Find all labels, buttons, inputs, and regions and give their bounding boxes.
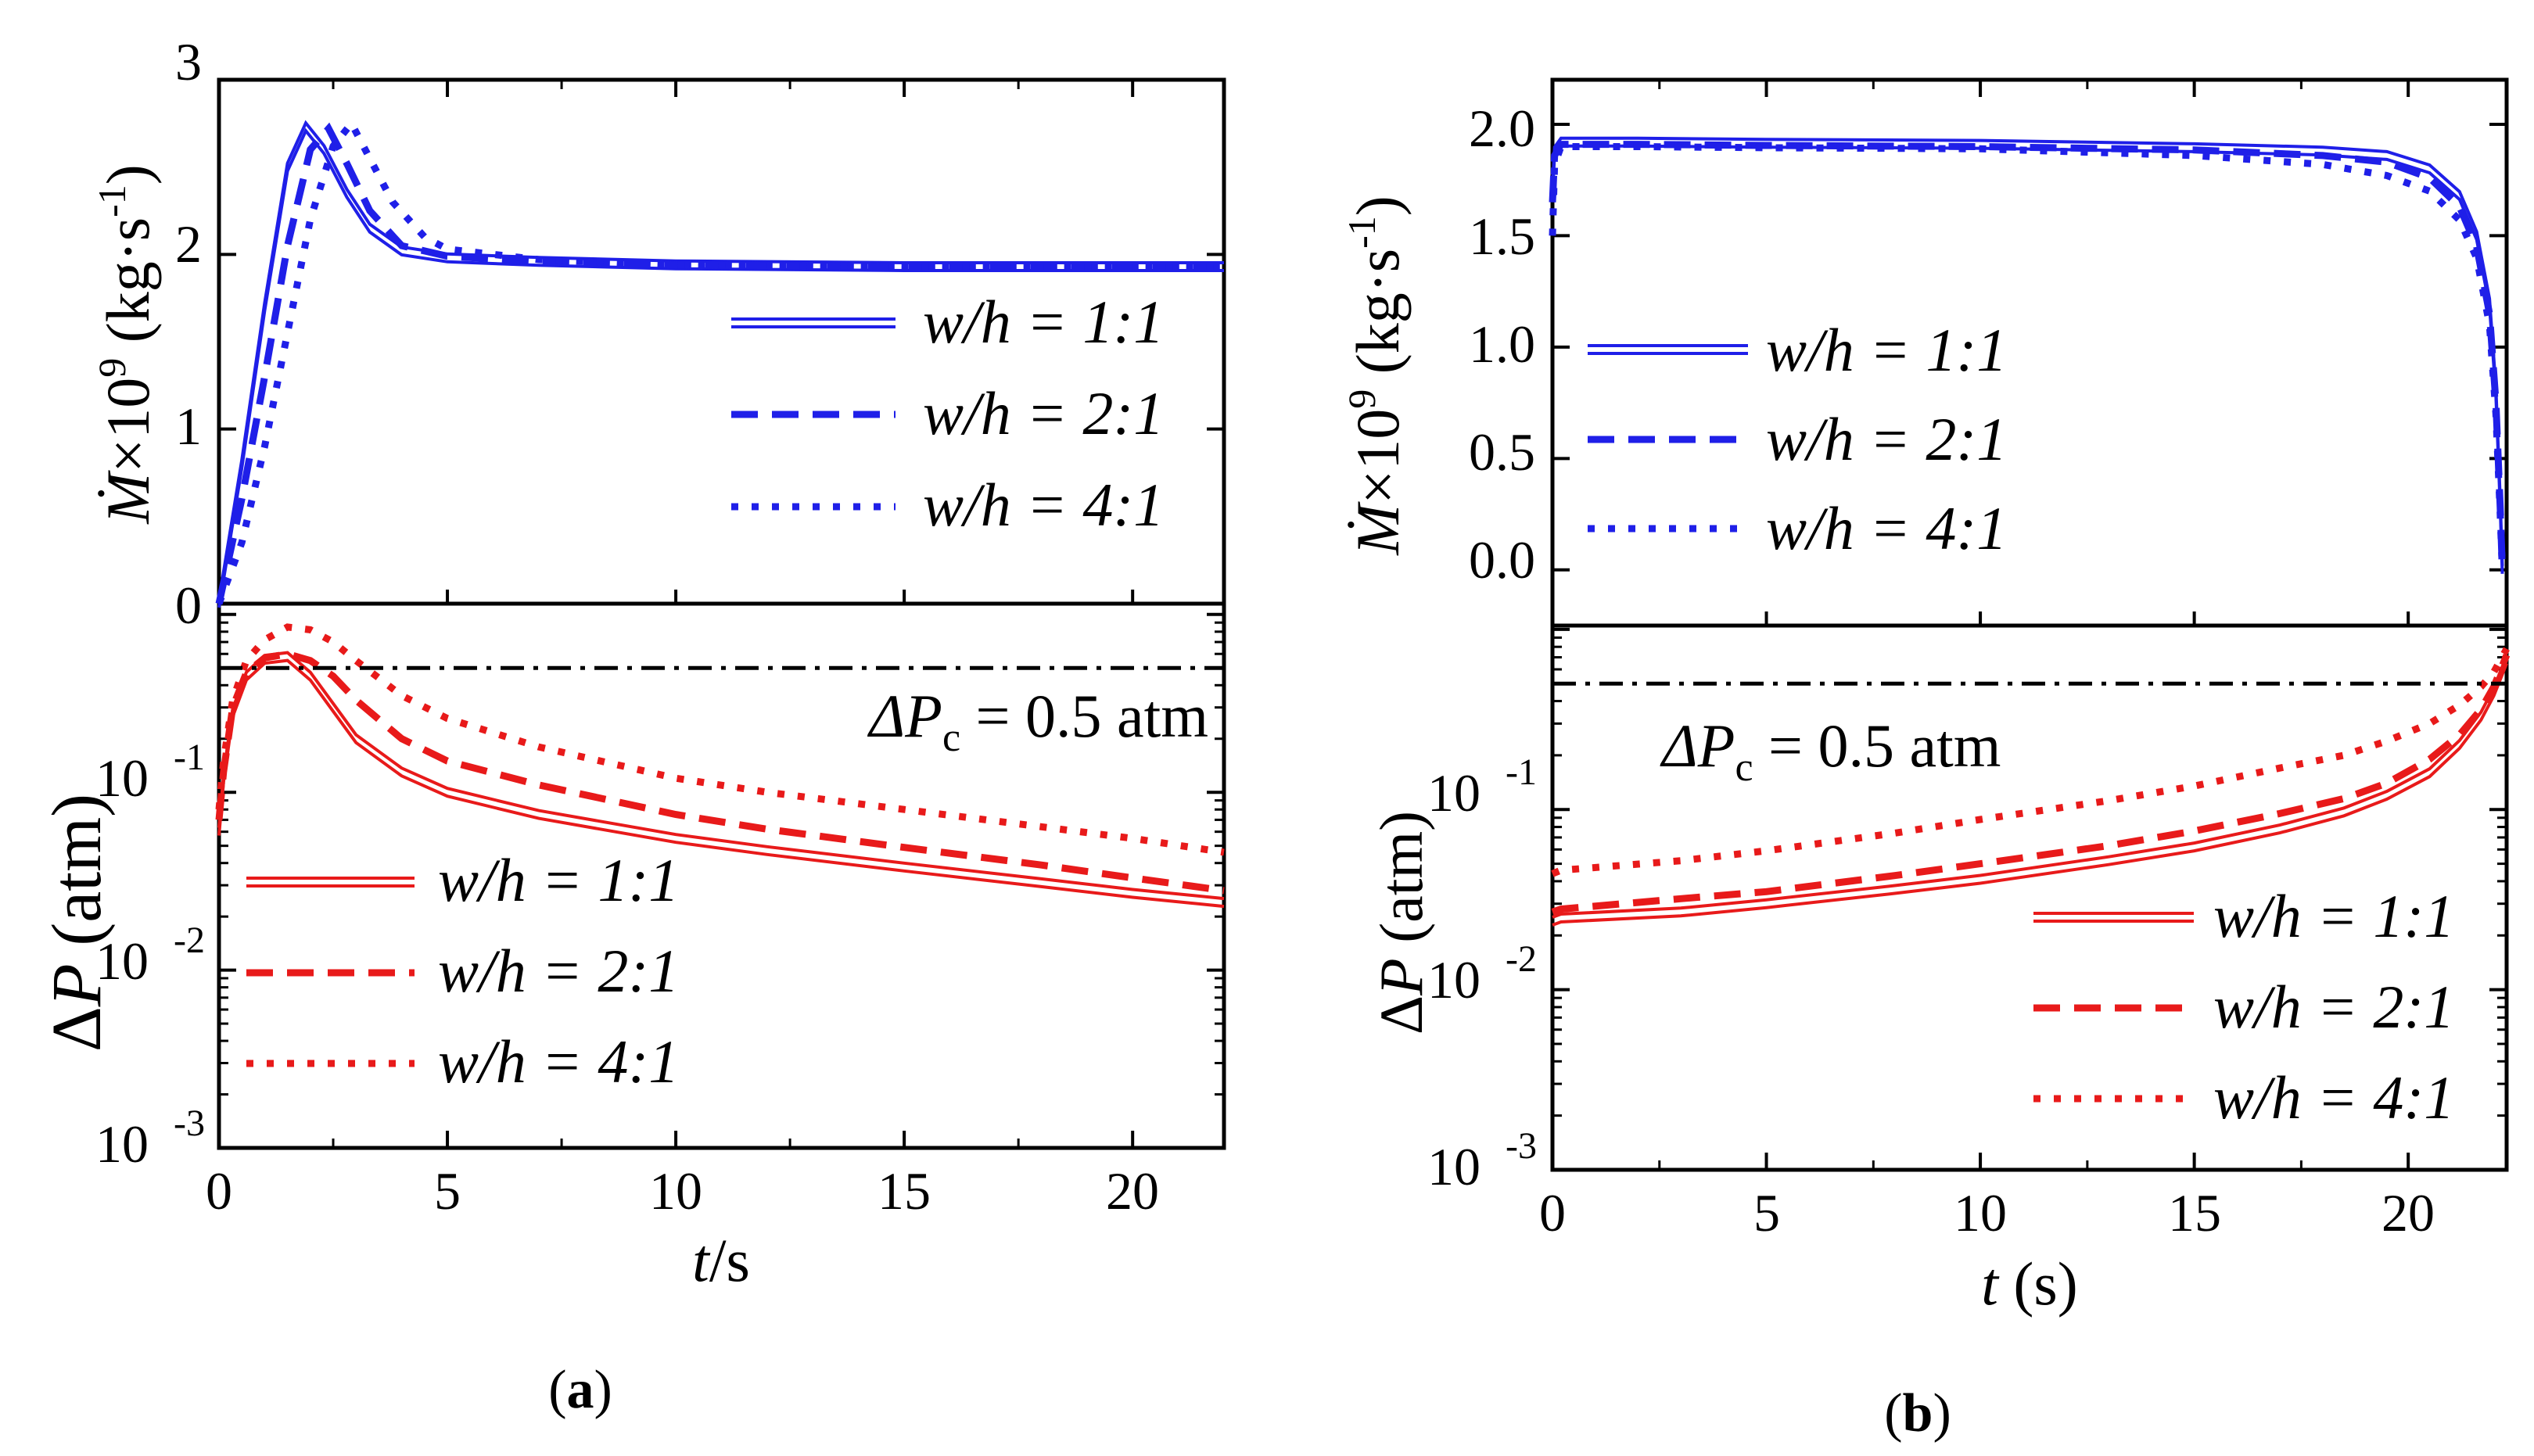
- panel-b-xlabel: t (s): [1981, 1250, 2077, 1318]
- legend-label: w/h = 2:1: [923, 379, 1164, 447]
- legend-label: w/h = 1:1: [923, 288, 1164, 356]
- panel-a-x-ticks: [217, 80, 1135, 1148]
- ytick-label: 1.0: [1469, 314, 1535, 374]
- panel-a-top-ticks: [219, 78, 1224, 605]
- xtick-label: 10: [1954, 1183, 2007, 1243]
- legend-label: w/h = 4:1: [2213, 1063, 2454, 1131]
- legend-label: w/h = 2:1: [1766, 405, 2007, 473]
- panel-a-top-ytick-labels: 0 1 2 3: [175, 32, 202, 635]
- panel-a-bottom-frame: [217, 601, 1226, 1150]
- legend-label: w/h = 1:1: [1766, 316, 2007, 384]
- panel-b-threshold-label: ΔPc = 0.5 atm: [1660, 712, 2001, 790]
- series-line: [215, 650, 1225, 895]
- legend-lines: [1588, 344, 1748, 533]
- panel-a-threshold-label: ΔPc = 0.5 atm: [867, 682, 1208, 760]
- ytick-exp: -2: [1506, 938, 1537, 980]
- panel-b-xtick-labels: 0 5 10 15 20: [1539, 1183, 2435, 1243]
- ytick-exp: -3: [174, 1103, 205, 1144]
- xtick-label: 0: [1539, 1183, 1566, 1243]
- legend-label: w/h = 1:1: [2213, 882, 2454, 950]
- ytick-label: 10: [95, 931, 149, 991]
- ytick-label: 10: [1427, 950, 1481, 1010]
- legend-label: w/h = 4:1: [923, 471, 1164, 539]
- xtick-label: 10: [649, 1161, 702, 1221]
- panel-a-bottom-legend: w/h = 1:1 w/h = 2:1 w/h = 4:1: [246, 846, 679, 1096]
- panel-a: 0 1 2 3 10 -3 10 -2 10 -1 0 5 10 15 20 t…: [38, 32, 1226, 1420]
- panel-b-bottom-legend: w/h = 1:1 w/h = 2:1 w/h = 4:1: [2033, 882, 2454, 1131]
- legend-label: w/h = 2:1: [438, 937, 679, 1005]
- series-line: [217, 127, 1224, 608]
- series-line: [1551, 144, 2504, 574]
- ytick-exp: -3: [1506, 1125, 1537, 1167]
- panel-a-bottom-ytick-labels: 10 -3 10 -2 10 -1: [95, 737, 205, 1174]
- panel-b-top-ylabel: Ṁ×109 (kg·s-1): [1340, 195, 1412, 555]
- xtick-label: 5: [434, 1161, 461, 1221]
- legend-lines: [246, 877, 415, 1067]
- ytick-exp: -1: [174, 737, 205, 778]
- legend-label: w/h = 4:1: [438, 1027, 679, 1096]
- panel-a-xlabel: t/s: [692, 1226, 750, 1294]
- panel-b-bottom-ylabel: ΔP (atm): [1367, 811, 1435, 1035]
- panel-b-x-ticks: [1551, 80, 2410, 1170]
- legend-label: w/h = 1:1: [438, 846, 679, 914]
- ytick-label: 10: [1427, 763, 1481, 823]
- ytick-label: 1: [175, 396, 202, 456]
- panel-b: 0.0 0.5 1.0 1.5 2.0 10 -3 10 -2 10 -1 0 …: [1340, 77, 2511, 1443]
- ytick-label: 2: [175, 214, 202, 274]
- ytick-label: 2.0: [1469, 99, 1535, 158]
- series-line: [1549, 143, 2506, 570]
- xtick-label: 15: [878, 1161, 931, 1221]
- xtick-label: 20: [2381, 1183, 2435, 1243]
- xtick-label: 5: [1753, 1183, 1780, 1243]
- panel-a-top-legend: w/h = 1:1 w/h = 2:1 w/h = 4:1: [731, 288, 1164, 539]
- ytick-exp: -2: [174, 920, 205, 961]
- ytick-label: 1.5: [1469, 206, 1535, 266]
- panel-b-top-legend: w/h = 1:1 w/h = 2:1 w/h = 4:1: [1588, 316, 2007, 562]
- ytick-label: 10: [95, 1114, 149, 1174]
- panel-b-bottom-frame: [1550, 623, 2509, 1172]
- ytick-label: 0.5: [1469, 422, 1535, 482]
- xtick-label: 20: [1106, 1161, 1159, 1221]
- panel-a-top-series: [215, 117, 1224, 608]
- series-line: [1551, 654, 2511, 916]
- ytick-label: 10: [1427, 1137, 1481, 1196]
- series-line: [1552, 662, 2508, 927]
- panel-a-bottom-ylabel: ΔP (atm): [38, 794, 116, 1052]
- ytick-label: 3: [175, 32, 202, 91]
- panel-a-xtick-labels: 0 5 10 15 20: [206, 1161, 1159, 1221]
- panel-a-bottom-series: [215, 623, 1225, 909]
- ytick-label: 0.0: [1469, 530, 1535, 590]
- panel-b-bottom-ytick-labels: 10 -3 10 -2 10 -1: [1427, 751, 1537, 1196]
- legend-label: w/h = 4:1: [1766, 494, 2007, 562]
- series-line: [1549, 141, 2506, 570]
- panel-b-caption: (b): [1884, 1383, 1951, 1443]
- xtick-label: 15: [2168, 1183, 2221, 1243]
- series-line: [215, 122, 1224, 604]
- ytick-exp: -1: [1506, 751, 1537, 793]
- panel-b-top-ytick-labels: 0.0 0.5 1.0 1.5 2.0: [1469, 99, 1535, 590]
- series-line: [1552, 654, 2508, 919]
- series-line: [1551, 647, 2510, 877]
- series-line: [215, 623, 1225, 856]
- legend-label: w/h = 2:1: [2213, 973, 2454, 1041]
- ytick-label: 0: [175, 576, 202, 635]
- panel-b-bottom-series: [1551, 647, 2511, 927]
- legend-lines: [731, 317, 896, 511]
- legend-lines: [2033, 912, 2194, 1103]
- panel-a-caption: (a): [548, 1360, 612, 1420]
- ytick-label: 10: [95, 748, 149, 808]
- xtick-label: 0: [206, 1161, 232, 1221]
- panel-a-top-ylabel: Ṁ×109 (kg·s-1): [90, 164, 162, 524]
- panel-b-top-series: [1549, 136, 2506, 574]
